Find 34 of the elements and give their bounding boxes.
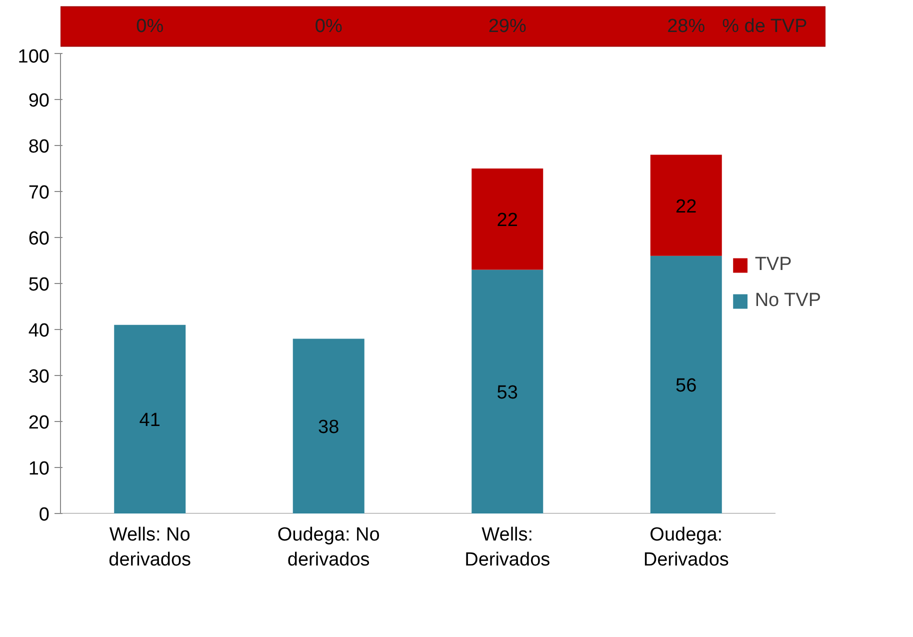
y-tick-label: 80 — [28, 136, 50, 158]
x-tick-label: Wells: No derivados — [108, 524, 192, 571]
y-tick-label: 0 — [38, 504, 50, 526]
y-tick-label: 90 — [28, 90, 50, 112]
bar — [650, 256, 722, 514]
y-tick-label: 50 — [28, 274, 50, 296]
data-label: 22 — [676, 196, 697, 218]
y-tick-label: 70 — [28, 182, 50, 204]
data-label: 56 — [676, 376, 697, 397]
x-tick-label: Wells: Derivados — [464, 524, 550, 571]
bar — [650, 154, 722, 256]
y-tick-label: 10 — [28, 458, 50, 480]
y-tick-label: 40 — [28, 320, 50, 342]
y-tick-label: 100 — [18, 46, 50, 68]
text: 0% — [314, 16, 342, 37]
y-tick-label: 20 — [28, 412, 50, 434]
y-tick-label: 60 — [28, 228, 50, 250]
bar — [472, 168, 544, 270]
data-label: 41 — [139, 410, 160, 432]
y-tick-label: 30 — [28, 366, 50, 388]
bar — [114, 324, 186, 514]
legend-label: TVP — [754, 254, 792, 276]
text: 28% — [667, 16, 706, 37]
data-label: 22 — [496, 210, 518, 232]
bar — [472, 270, 544, 514]
x-tick-label: Oudega: No derivados — [277, 524, 380, 571]
text: % de TVP — [722, 16, 808, 37]
legend-label: No TVP — [754, 290, 821, 312]
data-label: 53 — [496, 382, 518, 404]
data-label: 38 — [318, 417, 340, 438]
text: 29% — [488, 16, 526, 37]
x-tick-label: Oudega: Derivados — [643, 524, 729, 571]
bar — [292, 338, 364, 514]
text: 0% — [136, 16, 164, 37]
